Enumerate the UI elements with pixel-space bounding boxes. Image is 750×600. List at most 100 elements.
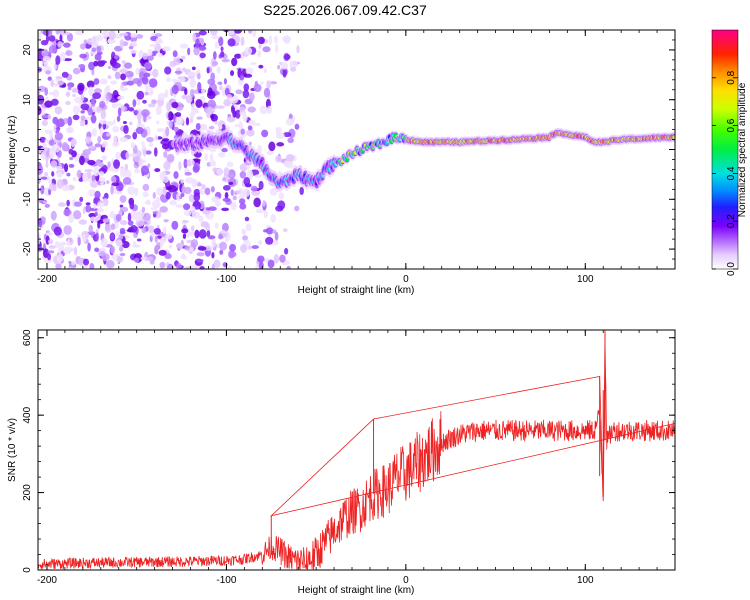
noise-blob bbox=[163, 161, 171, 171]
noise-blob bbox=[239, 106, 246, 113]
noise-blob bbox=[190, 225, 195, 232]
noise-blob bbox=[219, 85, 223, 91]
noise-blob bbox=[142, 99, 147, 104]
noise-blob bbox=[77, 236, 81, 247]
noise-blob bbox=[198, 229, 207, 239]
noise-blob bbox=[217, 81, 223, 86]
noise-blob bbox=[91, 47, 97, 53]
noise-blob bbox=[87, 242, 91, 252]
y-tick-label: 0 bbox=[22, 146, 33, 152]
noise-blob bbox=[112, 125, 120, 133]
noise-blob bbox=[107, 75, 112, 80]
noise-blob bbox=[118, 233, 124, 240]
noise-blob bbox=[150, 231, 156, 238]
noise-blob bbox=[130, 33, 135, 38]
noise-blob bbox=[80, 123, 85, 127]
noise-blob bbox=[94, 143, 102, 148]
noise-blob bbox=[118, 246, 124, 252]
noise-blob bbox=[265, 236, 274, 245]
noise-blob bbox=[48, 91, 54, 96]
noise-blob bbox=[222, 197, 231, 202]
y-tick-label: 0 bbox=[22, 567, 33, 573]
noise-blob bbox=[97, 213, 102, 220]
noise-blob bbox=[110, 80, 117, 85]
noise-blob bbox=[98, 171, 105, 177]
noise-blob bbox=[94, 53, 102, 61]
noise-blob bbox=[130, 142, 136, 149]
noise-blob bbox=[244, 47, 253, 56]
noise-blob bbox=[53, 124, 57, 133]
noise-blob bbox=[112, 141, 120, 147]
noise-blob bbox=[173, 171, 179, 179]
noise-blob bbox=[38, 89, 41, 96]
noise-blob bbox=[183, 186, 192, 195]
noise-blob bbox=[134, 211, 143, 222]
noise-blob bbox=[48, 179, 53, 184]
noise-blob bbox=[55, 76, 63, 80]
noise-blob bbox=[263, 87, 271, 98]
noise-blob bbox=[133, 257, 140, 263]
snr-panel: -200 -100 0 100 0 200 400 600 Height of straigh… bbox=[7, 329, 676, 596]
noise-blob bbox=[201, 184, 206, 190]
noise-blob bbox=[88, 61, 95, 71]
noise-blob bbox=[162, 186, 167, 194]
noise-blob bbox=[147, 256, 154, 261]
noise-blob bbox=[67, 266, 74, 269]
noise-blob bbox=[258, 43, 262, 50]
noise-blob bbox=[132, 131, 138, 140]
noise-blob bbox=[122, 121, 127, 125]
noise-blob bbox=[211, 35, 220, 40]
noise-blob bbox=[129, 153, 137, 158]
noise-blob bbox=[204, 153, 208, 161]
noise-blob bbox=[216, 168, 223, 176]
noise-blob bbox=[112, 62, 121, 69]
noise-blob bbox=[48, 183, 56, 192]
noise-blob bbox=[209, 30, 218, 36]
noise-blob bbox=[227, 30, 235, 36]
noise-blob bbox=[56, 165, 63, 171]
noise-blob bbox=[258, 64, 264, 69]
noise-blob bbox=[241, 228, 246, 235]
noise-blob bbox=[221, 147, 228, 153]
noise-blob bbox=[199, 52, 206, 59]
noise-blob bbox=[69, 156, 74, 161]
noise-blob bbox=[172, 50, 178, 58]
noise-blob bbox=[44, 259, 53, 263]
noise-blob bbox=[197, 73, 201, 80]
noise-blob bbox=[211, 263, 215, 269]
noise-blob bbox=[115, 230, 120, 237]
noise-blob bbox=[155, 197, 161, 202]
noise-blob bbox=[141, 76, 149, 85]
noise-blob bbox=[78, 64, 86, 69]
noise-blob bbox=[229, 173, 234, 178]
noise-blob bbox=[196, 252, 205, 257]
noise-blob bbox=[80, 103, 90, 111]
noise-blob bbox=[57, 80, 64, 86]
noise-blob bbox=[77, 82, 85, 92]
noise-blob bbox=[278, 192, 285, 200]
noise-blob bbox=[163, 150, 168, 158]
noise-blob bbox=[125, 151, 130, 160]
noise-blob bbox=[275, 43, 279, 54]
noise-blob bbox=[80, 93, 85, 102]
noise-blob bbox=[234, 53, 242, 59]
noise-blob bbox=[168, 111, 174, 121]
y-tick-label: 20 bbox=[22, 44, 33, 56]
noise-blob bbox=[223, 98, 232, 107]
noise-blob bbox=[154, 235, 159, 243]
noise-blob bbox=[252, 30, 257, 38]
noise-blob bbox=[248, 141, 252, 146]
noise-blob bbox=[214, 120, 218, 125]
noise-blob bbox=[253, 83, 262, 93]
spectrogram-noise bbox=[38, 30, 304, 269]
noise-blob bbox=[90, 114, 97, 124]
noise-blob bbox=[294, 205, 300, 212]
noise-blob bbox=[181, 228, 189, 234]
noise-blob bbox=[159, 171, 166, 181]
noise-blob bbox=[56, 179, 64, 189]
y-tick-label: -10 bbox=[22, 192, 33, 207]
y-tick-label: 200 bbox=[22, 484, 33, 501]
noise-blob bbox=[175, 115, 184, 126]
noise-blob bbox=[142, 183, 150, 192]
noise-blob bbox=[93, 88, 102, 94]
